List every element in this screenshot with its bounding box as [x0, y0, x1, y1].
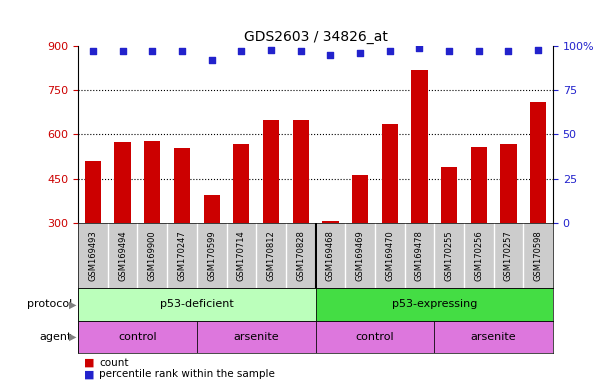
Bar	[204, 195, 220, 223]
Text: GSM170598: GSM170598	[534, 230, 543, 281]
Text: GSM169494: GSM169494	[118, 230, 127, 281]
Text: GSM169493: GSM169493	[88, 230, 97, 281]
Text: percentile rank within the sample: percentile rank within the sample	[99, 369, 275, 379]
Bar	[530, 102, 546, 223]
Point	[296, 48, 305, 55]
Text: GSM170255: GSM170255	[445, 230, 454, 281]
Bar	[197, 321, 316, 353]
Point	[147, 48, 157, 55]
Bar	[114, 142, 131, 223]
Bar	[174, 148, 190, 223]
Bar	[382, 124, 398, 223]
Point	[444, 48, 454, 55]
Bar	[316, 321, 435, 353]
Text: GSM170247: GSM170247	[177, 230, 186, 281]
Text: ▶: ▶	[70, 332, 77, 342]
Point	[326, 52, 335, 58]
Bar	[471, 147, 487, 223]
Bar	[316, 288, 553, 321]
Text: GSM169468: GSM169468	[326, 230, 335, 281]
Point	[504, 48, 513, 55]
Text: control: control	[356, 332, 394, 342]
Text: ■: ■	[84, 369, 94, 379]
Text: p53-expressing: p53-expressing	[391, 299, 477, 310]
Point	[415, 45, 424, 51]
Bar	[78, 288, 316, 321]
Point	[118, 48, 127, 55]
Point	[177, 48, 187, 55]
Point	[237, 48, 246, 55]
Bar	[233, 144, 249, 223]
Point	[385, 48, 394, 55]
Bar	[78, 321, 197, 353]
Text: GSM170714: GSM170714	[237, 230, 246, 281]
Point	[474, 48, 484, 55]
Text: GSM169478: GSM169478	[415, 230, 424, 281]
Text: count: count	[99, 358, 129, 368]
Text: ■: ■	[84, 358, 94, 368]
Text: agent: agent	[40, 332, 72, 342]
Text: GSM170812: GSM170812	[266, 230, 275, 281]
Text: GSM169900: GSM169900	[148, 230, 157, 281]
Point	[266, 46, 276, 53]
Bar	[352, 175, 368, 223]
Bar	[85, 161, 101, 223]
Text: GSM170599: GSM170599	[207, 230, 216, 281]
Bar	[263, 120, 279, 223]
Text: GSM170257: GSM170257	[504, 230, 513, 281]
Title: GDS2603 / 34826_at: GDS2603 / 34826_at	[243, 30, 388, 44]
Text: GSM169470: GSM169470	[385, 230, 394, 281]
Text: GSM170256: GSM170256	[474, 230, 483, 281]
Point	[88, 48, 98, 55]
Bar	[322, 221, 338, 223]
Text: arsenite: arsenite	[233, 332, 279, 342]
Text: ▶: ▶	[70, 299, 77, 310]
Point	[355, 50, 365, 56]
Bar	[411, 70, 427, 223]
Text: p53-deficient: p53-deficient	[160, 299, 234, 310]
Text: arsenite: arsenite	[471, 332, 516, 342]
Point	[533, 46, 543, 53]
Bar	[144, 141, 160, 223]
Bar	[293, 120, 309, 223]
Point	[207, 57, 216, 63]
Text: control: control	[118, 332, 157, 342]
Text: GSM170828: GSM170828	[296, 230, 305, 281]
Bar	[435, 321, 553, 353]
Bar	[500, 144, 517, 223]
Text: GSM169469: GSM169469	[356, 230, 365, 281]
Text: protocol: protocol	[27, 299, 72, 310]
Bar	[441, 167, 457, 223]
